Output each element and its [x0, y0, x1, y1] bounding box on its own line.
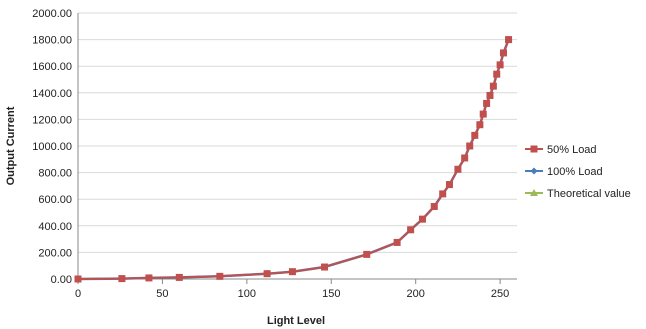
legend-marker-100-load: [530, 167, 538, 175]
x-tick-labels: 0 50 100 150 200 250: [75, 288, 509, 300]
y-axis-title: Output Current: [5, 106, 17, 185]
legend: 50% Load 100% Load Theoretical value: [525, 144, 631, 200]
y-tick-label-1000: 1000.00: [32, 141, 72, 153]
series-theoretical-value: [77, 39, 510, 280]
legend-item-theoretical-value: Theoretical value: [525, 188, 631, 200]
y-tick-label-1600: 1600.00: [32, 61, 72, 73]
y-tick-labels: 0.00 200.00 400.00 600.00 800.00 1000.00 1200.…: [32, 8, 72, 286]
grid-lines: [78, 12, 517, 253]
x-tick-label-150: 150: [322, 288, 340, 300]
data-point-50-load: [288, 268, 296, 276]
data-point-50-load: [476, 121, 484, 129]
data-point-50-load: [454, 165, 462, 173]
y-tick-label-1800: 1800.00: [32, 35, 72, 47]
legend-label-50-load: 50% Load: [547, 144, 597, 156]
data-point-50-load: [466, 142, 474, 150]
legend-label-theoretical-value: Theoretical value: [547, 188, 631, 200]
y-tick-label-400: 400.00: [38, 221, 72, 233]
data-point-50-load: [496, 61, 504, 69]
legend-label-100-load: 100% Load: [547, 166, 603, 178]
y-tick-label-200: 200.00: [38, 247, 72, 259]
data-point-50-load: [483, 99, 491, 107]
data-point-50-load: [505, 36, 513, 44]
data-point-50-load: [445, 181, 453, 189]
series-50-load: [74, 36, 513, 283]
y-tick-label-800: 800.00: [38, 168, 72, 180]
data-point-50-load: [479, 110, 487, 118]
legend-marker-50-load: [530, 145, 538, 153]
legend-item-50-load: 50% Load: [525, 144, 597, 156]
legend-marker-theoretical-value: [530, 189, 538, 196]
y-tick-label-1200: 1200.00: [32, 114, 72, 126]
data-point-50-load: [175, 273, 183, 281]
data-point-50-load: [74, 275, 82, 283]
data-point-50-load: [430, 203, 438, 211]
data-point-50-load: [461, 154, 469, 162]
data-point-50-load: [499, 49, 507, 57]
data-point-50-load: [493, 70, 501, 78]
x-tick-label-200: 200: [407, 288, 425, 300]
series-group: [74, 36, 513, 283]
y-tick-label-600: 600.00: [38, 194, 72, 206]
data-point-50-load: [216, 272, 224, 280]
axes: [77, 13, 517, 284]
data-point-50-load: [363, 250, 371, 258]
data-point-50-load: [489, 82, 497, 90]
x-axis-title: Light Level: [267, 315, 325, 327]
series-line-100-load: [77, 39, 510, 281]
y-tick-label-0: 0.00: [51, 274, 72, 286]
x-tick-label-250: 250: [491, 288, 509, 300]
legend-item-100-load: 100% Load: [525, 166, 603, 178]
data-point-50-load: [486, 91, 494, 99]
series-100-load: [74, 36, 513, 283]
data-point-50-load: [263, 270, 271, 278]
y-tick-label-2000: 2000.00: [32, 8, 72, 20]
x-tick-label-100: 100: [238, 288, 256, 300]
data-point-50-load: [118, 275, 126, 283]
data-point-50-load: [471, 131, 479, 139]
data-point-50-load: [439, 190, 447, 198]
x-tick-label-50: 50: [156, 288, 168, 300]
series-line-50-load: [77, 39, 510, 280]
data-point-50-load: [407, 226, 415, 234]
data-point-50-load: [393, 238, 401, 246]
data-point-50-load: [321, 263, 329, 271]
x-tick-label-0: 0: [75, 288, 81, 300]
y-tick-label-1400: 1400.00: [32, 88, 72, 100]
data-point-50-load: [145, 274, 153, 282]
series-line-theoretical-value: [77, 39, 510, 280]
data-point-50-load: [418, 215, 426, 223]
